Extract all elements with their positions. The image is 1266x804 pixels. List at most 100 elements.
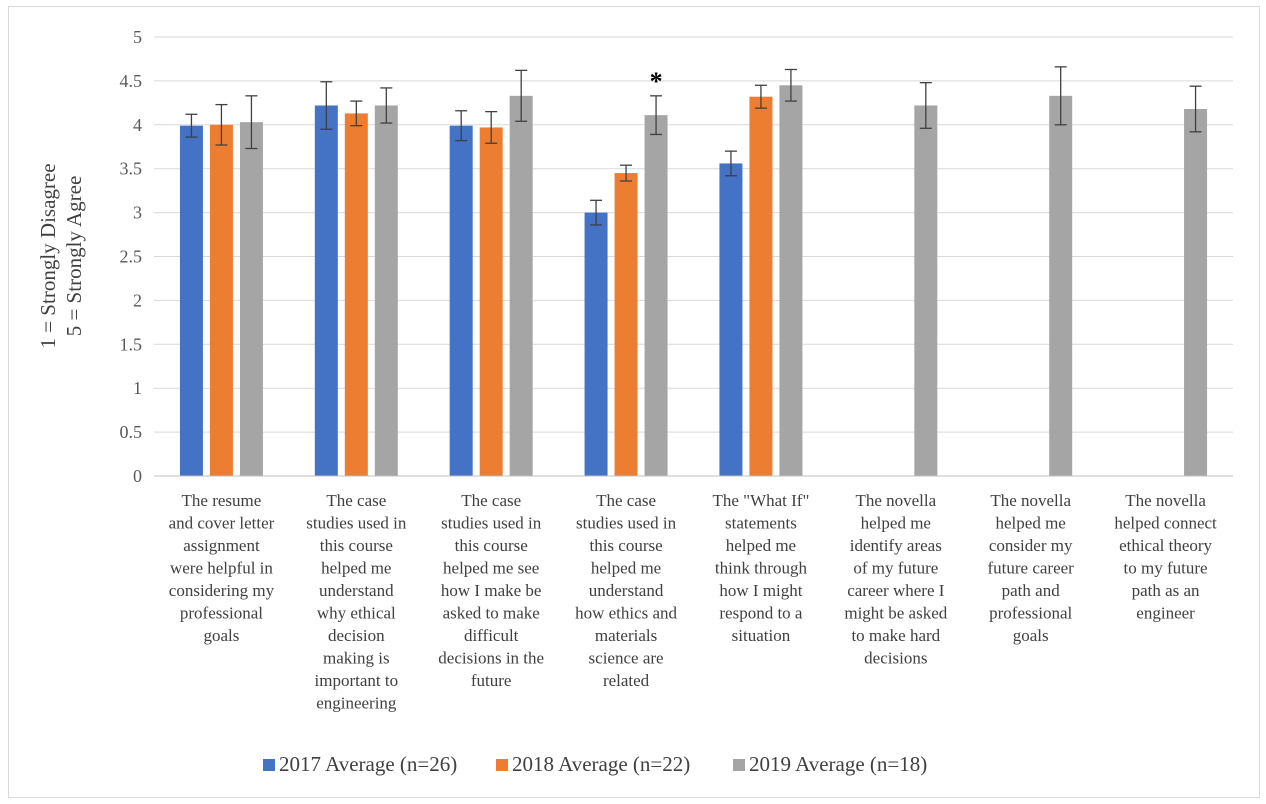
x-category-label-line: helped me see bbox=[443, 559, 539, 578]
x-category-label-line: this course bbox=[455, 536, 528, 555]
legend-swatch-3 bbox=[733, 759, 745, 771]
legend-label-2: 2018 Average (n=22) bbox=[512, 752, 690, 776]
x-category-label-line: helped me bbox=[321, 559, 391, 578]
y-tick-label: 4.5 bbox=[120, 71, 143, 91]
y-tick-label: 3 bbox=[133, 203, 142, 223]
x-category-label-line: The "What If" bbox=[712, 491, 809, 510]
x-category-label-line: important to bbox=[315, 671, 399, 690]
x-category-label-line: The case bbox=[326, 491, 386, 510]
bar-3 bbox=[1049, 95, 1073, 477]
significance-marker: * bbox=[650, 67, 663, 96]
y-tick-label: 4 bbox=[133, 115, 142, 135]
x-category-label-line: career where I bbox=[847, 581, 945, 600]
x-category-label-line: goals bbox=[1013, 626, 1049, 645]
legend-swatch-2 bbox=[496, 759, 508, 771]
x-category-label-line: identify areas bbox=[850, 536, 942, 555]
x-category-label-line: this course bbox=[320, 536, 393, 555]
x-category-label-line: materials bbox=[595, 626, 657, 645]
x-category-label-line: studies used in bbox=[576, 514, 677, 533]
x-category-label-line: helped me bbox=[591, 559, 661, 578]
y-tick-label: 2 bbox=[133, 290, 142, 310]
x-category-label-line: decisions bbox=[864, 649, 927, 668]
x-category-label-line: helped me bbox=[726, 536, 796, 555]
legend-label-1: 2017 Average (n=26) bbox=[279, 752, 457, 776]
x-category-label-line: consider my bbox=[989, 536, 1073, 555]
x-category-label-line: The case bbox=[461, 491, 521, 510]
x-category-label-line: goals bbox=[203, 626, 239, 645]
x-category-label: The novella helped connect ethical theory t… bbox=[1114, 491, 1217, 623]
bar-2 bbox=[344, 113, 368, 477]
x-category-label-line: understand bbox=[319, 581, 394, 600]
x-category-label-line: The novella bbox=[855, 491, 936, 510]
x-category-label: The case studies used in this course helped… bbox=[306, 491, 407, 713]
x-category-label-line: to my future bbox=[1124, 559, 1208, 578]
x-category-label-line: might be asked bbox=[844, 604, 947, 623]
bar-2 bbox=[614, 173, 638, 476]
x-category-label-line: helped connect bbox=[1114, 514, 1217, 533]
x-category-label: The case studies used in this course helped… bbox=[575, 491, 677, 690]
bar-chart: 0 0.5 1 1.5 2 2.5 3 3.5 4 4.5 5 1 = Strongly Disagr… bbox=[36, 27, 1233, 776]
bar-3 bbox=[239, 122, 263, 476]
y-tick-label: 0.5 bbox=[120, 422, 143, 442]
x-category-label-line: engineer bbox=[1136, 604, 1195, 623]
bar-1 bbox=[179, 125, 203, 476]
y-tick-label: 2.5 bbox=[120, 247, 143, 267]
x-category-label-line: were helpful in bbox=[170, 559, 273, 578]
bar-1 bbox=[449, 125, 473, 476]
bar-2 bbox=[749, 96, 773, 476]
x-category-label-line: and cover letter bbox=[169, 514, 275, 533]
x-category-label-line: The novella bbox=[1125, 491, 1206, 510]
y-tick-label: 0 bbox=[133, 466, 142, 486]
x-category-label: The case studies used in this course helped… bbox=[438, 491, 544, 690]
bar-3 bbox=[1184, 108, 1208, 476]
x-category-label-line: how I might bbox=[719, 581, 802, 600]
x-category-label-line: helped me bbox=[861, 514, 931, 533]
legend-swatch-1 bbox=[263, 759, 275, 771]
bar-3 bbox=[644, 115, 668, 476]
x-category-label-line: situation bbox=[732, 626, 791, 645]
x-category-label-line: professional bbox=[989, 604, 1072, 623]
x-category-label-line: path as an bbox=[1132, 581, 1200, 600]
x-category-label-line: The novella bbox=[990, 491, 1071, 510]
x-category-label: The novella helped me identify areas of my … bbox=[844, 491, 947, 668]
x-category-label-line: why ethical bbox=[317, 604, 396, 623]
x-category-label-line: statements bbox=[725, 514, 797, 533]
x-category-label-line: professional bbox=[180, 604, 263, 623]
y-axis-label-line: 1 = Strongly Disagree bbox=[36, 163, 60, 348]
x-category-label-line: assignment bbox=[183, 536, 260, 555]
x-category-label-line: ethical theory bbox=[1119, 536, 1212, 555]
bar-1 bbox=[584, 212, 608, 476]
x-category-label-line: making is bbox=[323, 649, 390, 668]
y-tick-label: 1.5 bbox=[120, 334, 143, 354]
bar-3 bbox=[374, 105, 398, 476]
bar-3 bbox=[779, 85, 803, 476]
legend-label-3: 2019 Average (n=18) bbox=[749, 752, 927, 776]
x-category-label-line: how I make be bbox=[441, 581, 542, 600]
x-category-label-line: engineering bbox=[316, 694, 397, 713]
x-category-label-line: to make hard bbox=[851, 626, 940, 645]
bar-3 bbox=[914, 105, 938, 476]
chart-frame: 0 0.5 1 1.5 2 2.5 3 3.5 4 4.5 5 1 = Strongly Disagr… bbox=[8, 6, 1260, 798]
x-category-label-line: how ethics and bbox=[575, 604, 677, 623]
x-category-label-line: helped me bbox=[996, 514, 1066, 533]
x-category-label-line: asked to make bbox=[443, 604, 540, 623]
bar-1 bbox=[314, 105, 338, 476]
x-category-label-line: studies used in bbox=[441, 514, 542, 533]
x-category-label-line: of my future bbox=[853, 559, 938, 578]
x-category-label-line: decisions in the bbox=[438, 649, 544, 668]
x-category-label-line: understand bbox=[589, 581, 664, 600]
bar-2 bbox=[209, 124, 233, 477]
x-category-label-line: this course bbox=[589, 536, 662, 555]
y-tick-label: 3.5 bbox=[120, 159, 143, 179]
x-category-label-line: science are bbox=[589, 649, 664, 668]
x-category-label: The novella helped me consider my future ca… bbox=[988, 491, 1075, 645]
bar-3 bbox=[509, 95, 533, 477]
x-category-label-line: future bbox=[471, 671, 512, 690]
y-tick-label: 5 bbox=[133, 27, 142, 47]
y-axis-label: 1 = Strongly Disagree5 = Strongly Agree bbox=[36, 163, 86, 348]
y-tick-label: 1 bbox=[133, 378, 142, 398]
x-category-label-line: The resume bbox=[182, 491, 262, 510]
y-axis-label-line: 5 = Strongly Agree bbox=[62, 176, 86, 337]
bar-1 bbox=[719, 163, 743, 476]
x-category-label-line: path and bbox=[1002, 581, 1061, 600]
